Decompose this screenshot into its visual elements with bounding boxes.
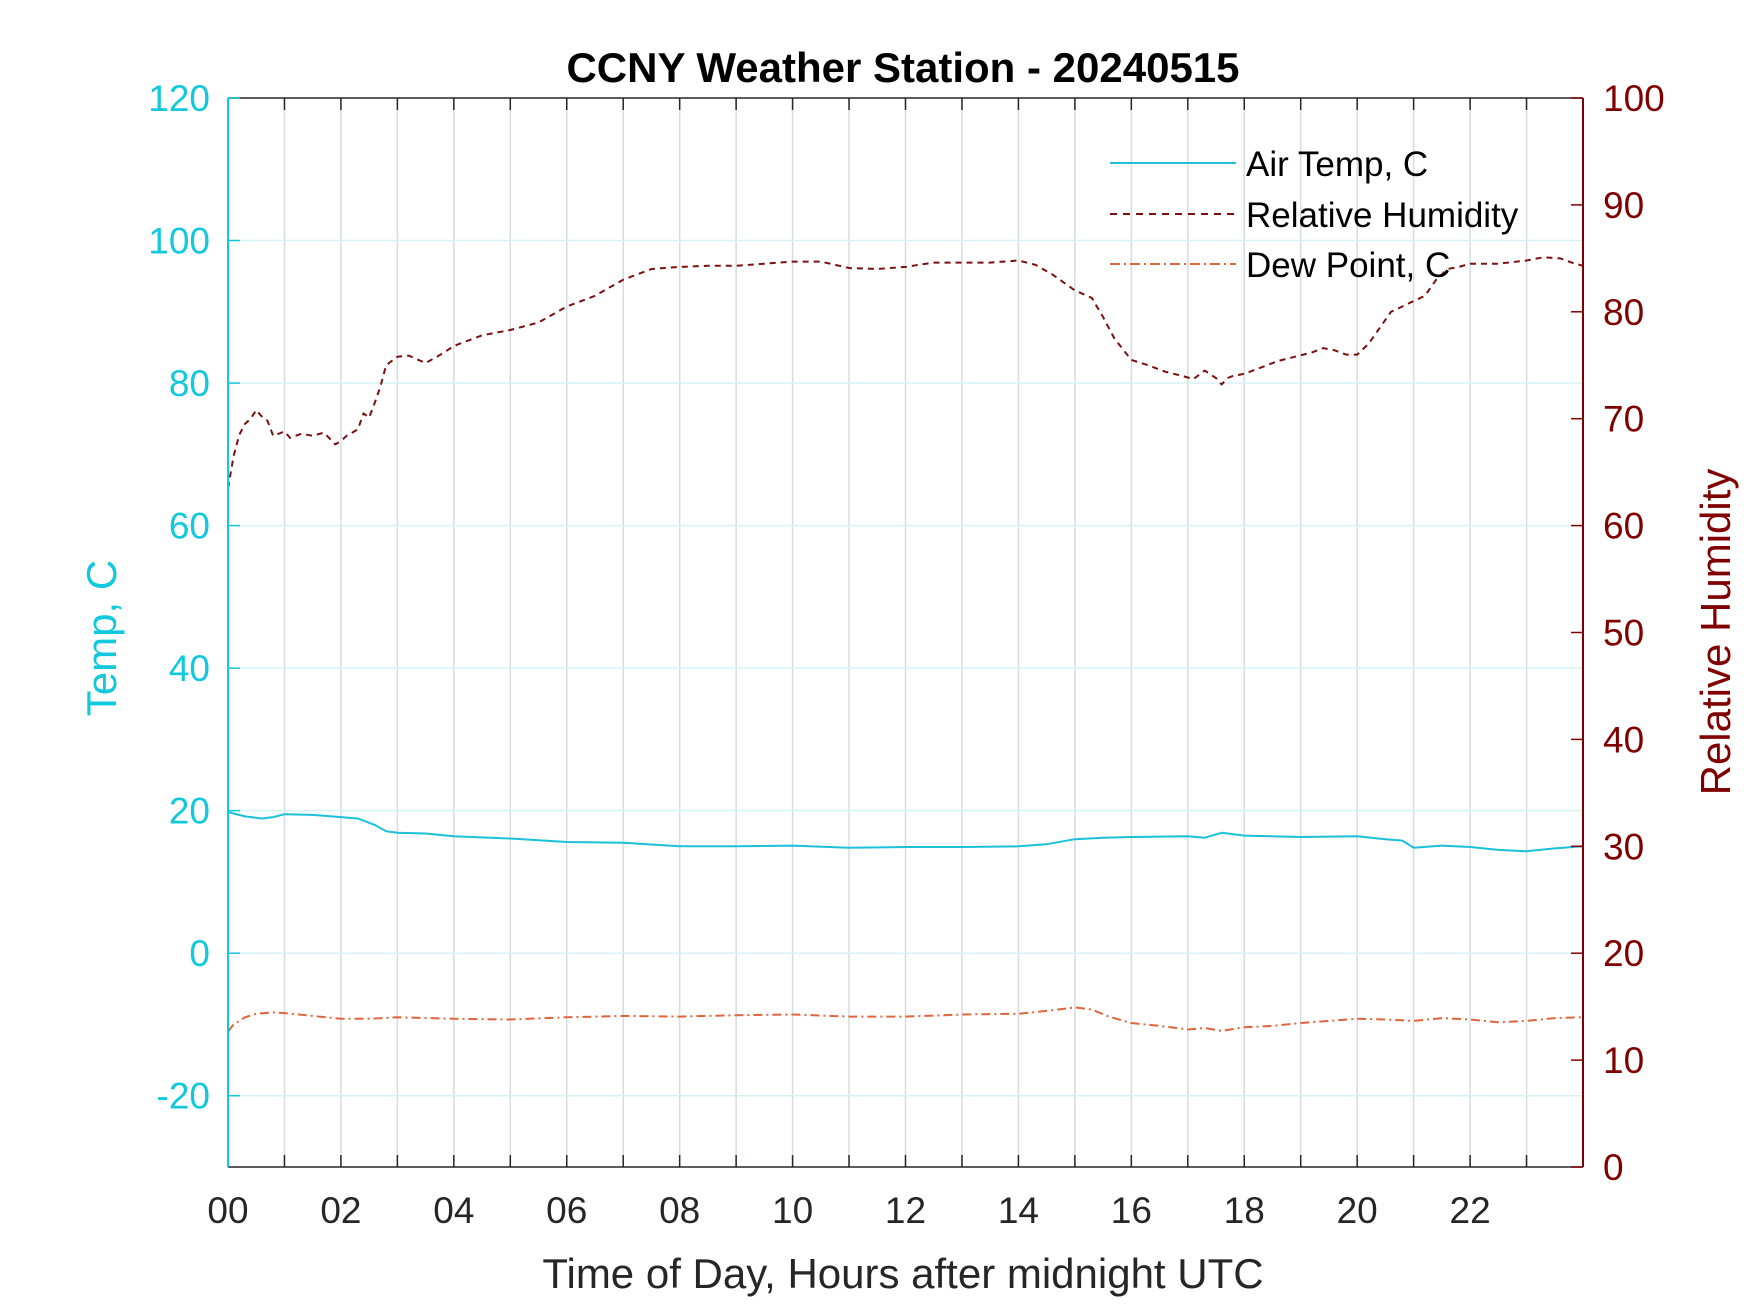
y-right-tick-label: 60 [1603, 506, 1644, 547]
air-temp-line [227, 811, 1584, 853]
y-right-tick-label: 90 [1603, 185, 1644, 226]
x-tick-label: 20 [1337, 1190, 1378, 1231]
axes [227, 97, 1584, 1168]
legend-rh-label: Relative Humidity [1246, 196, 1519, 235]
x-tick-label: 02 [320, 1190, 361, 1231]
y-right-tick-label: 50 [1603, 613, 1644, 654]
chart-title: CCNY Weather Station - 20240515 [566, 44, 1239, 91]
x-axis-label: Time of Day, Hours after midnight UTC [542, 1250, 1263, 1297]
y-axis-left-label: Temp, C [78, 560, 125, 716]
dew-point-line [227, 1006, 1584, 1033]
grid [228, 98, 1583, 1167]
y-right-tick-label: 70 [1603, 399, 1644, 440]
x-tick-label: 04 [433, 1190, 474, 1231]
y-right-tick-label: 40 [1603, 719, 1644, 760]
y-axis-right-label: Relative Humidity [1692, 469, 1739, 796]
x-tick-label: 08 [659, 1190, 700, 1231]
x-tick-label: 14 [998, 1190, 1039, 1231]
legend-air-temp-label: Air Temp, C [1246, 145, 1428, 184]
x-tick-label: 06 [546, 1190, 587, 1231]
y-right-tick-label: 0 [1603, 1147, 1624, 1188]
y-left-tick-label: 0 [189, 933, 210, 974]
x-tick-label: 22 [1450, 1190, 1491, 1231]
y-right-tick-label: 10 [1603, 1040, 1644, 1081]
y-right-tick-label: 20 [1603, 933, 1644, 974]
x-tick-label: 00 [207, 1190, 248, 1231]
y-left-tick-label: 20 [169, 791, 210, 832]
y-left-tick-label: 40 [169, 648, 210, 689]
y-left-tick-label: 100 [148, 221, 210, 262]
legend-dew-point-label: Dew Point, C [1246, 246, 1450, 285]
y-right-tick-label: 80 [1603, 292, 1644, 333]
y-left-tick-label: 60 [169, 506, 210, 547]
y-left-tick-label: 80 [169, 363, 210, 404]
x-tick-label: 18 [1224, 1190, 1265, 1231]
x-tick-label: 10 [772, 1190, 813, 1231]
y-left-tick-label: -20 [157, 1076, 210, 1117]
series-layer [227, 256, 1584, 1033]
relative-humidity-line [227, 256, 1584, 489]
tick-labels: 00 02 04 06 08 10 12 14 16 18 20 22-200204060801001… [148, 78, 1664, 1231]
x-tick-label: 12 [885, 1190, 926, 1231]
legend: Air Temp, C Relative Humidity Dew Point,… [1110, 145, 1519, 285]
x-tick-label: 16 [1111, 1190, 1152, 1231]
y-right-tick-label: 100 [1603, 78, 1665, 119]
y-left-tick-label: 120 [148, 78, 210, 119]
y-right-tick-label: 30 [1603, 826, 1644, 867]
